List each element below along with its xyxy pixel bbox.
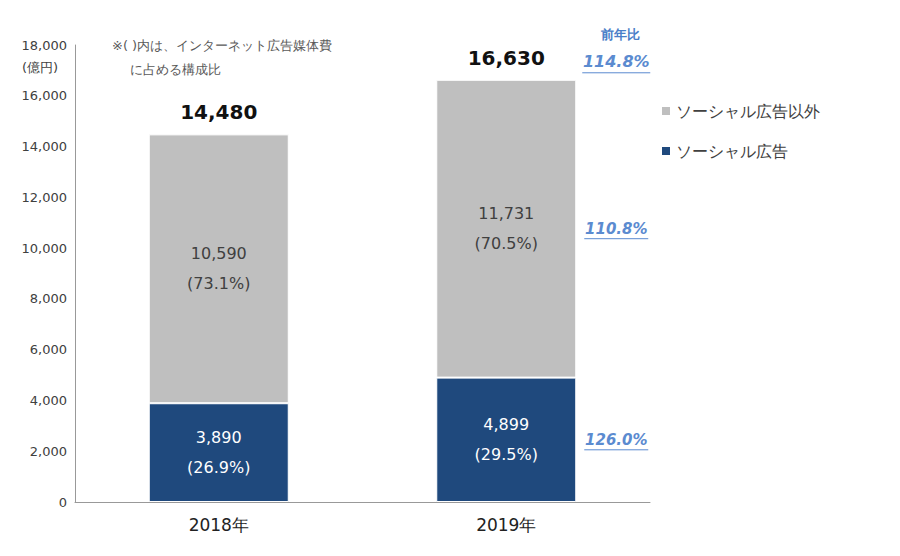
svg-text:※( )内は、インターネット広告媒体費: ※( )内は、インターネット広告媒体費 (112, 38, 332, 53)
svg-text:4,899: 4,899 (483, 415, 529, 434)
svg-text:ソーシャル広告以外: ソーシャル広告以外 (676, 102, 820, 121)
svg-text:6,000: 6,000 (30, 342, 67, 357)
svg-text:14,480: 14,480 (180, 100, 257, 124)
svg-text:ソーシャル広告: ソーシャル広告 (676, 142, 788, 161)
svg-text:(73.1%): (73.1%) (187, 274, 250, 293)
svg-text:(億円): (億円) (22, 60, 58, 75)
svg-text:12,000: 12,000 (22, 190, 68, 205)
svg-text:2018年: 2018年 (189, 515, 249, 535)
svg-text:(70.5%): (70.5%) (475, 234, 538, 253)
svg-text:2019年: 2019年 (476, 515, 536, 535)
svg-text:(29.5%): (29.5%) (475, 445, 538, 464)
svg-text:に占める構成比: に占める構成比 (130, 62, 221, 77)
svg-text:16,000: 16,000 (22, 88, 68, 103)
svg-text:前年比: 前年比 (600, 27, 640, 42)
svg-text:4,000: 4,000 (30, 393, 67, 408)
svg-text:8,000: 8,000 (30, 291, 67, 306)
svg-text:(26.9%): (26.9%) (187, 458, 250, 477)
svg-text:2,000: 2,000 (30, 444, 67, 459)
svg-text:18,000: 18,000 (22, 38, 68, 53)
svg-text:14,000: 14,000 (22, 139, 68, 154)
svg-text:3,890: 3,890 (196, 428, 242, 447)
svg-text:16,630: 16,630 (468, 46, 545, 70)
svg-text:110.8%: 110.8% (585, 220, 647, 238)
svg-text:10,000: 10,000 (22, 241, 68, 256)
svg-text:114.8%: 114.8% (583, 52, 650, 71)
svg-text:10,590: 10,590 (191, 244, 247, 263)
svg-text:11,731: 11,731 (478, 204, 534, 223)
svg-text:126.0%: 126.0% (585, 431, 647, 449)
svg-text:0: 0 (59, 495, 67, 510)
